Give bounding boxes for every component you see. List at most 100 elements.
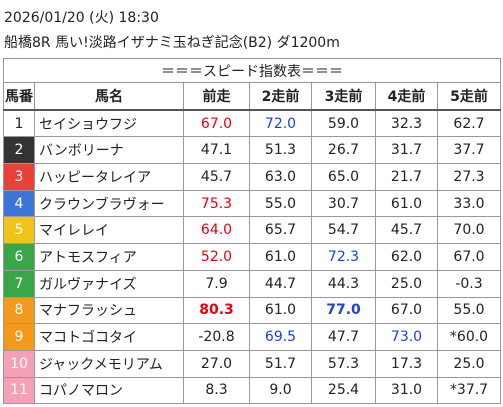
speed-index: 21.7 (375, 163, 438, 191)
speed-index: 52.0 (183, 243, 250, 271)
speed-index: 30.7 (311, 189, 376, 218)
speed-index: 33.0 (436, 189, 502, 218)
speed-index: 27.0 (183, 349, 250, 378)
speed-index: 51.7 (249, 349, 312, 378)
speed-index: 45.7 (183, 163, 250, 191)
speed-index: 72.0 (249, 109, 312, 138)
speed-index: 80.3 (183, 296, 250, 325)
column-header: 4走前 (375, 81, 438, 111)
speed-index: 8.3 (183, 376, 250, 405)
horse-name: ハッピータレイア (34, 163, 184, 191)
speed-index: 25.0 (436, 349, 502, 378)
speed-index: 67.0 (183, 109, 250, 138)
speed-index: 9.0 (249, 376, 312, 405)
horse-row: 8 マナフラッシュ 80.3 61.0 77.0 67.0 55.0 (3, 296, 502, 325)
speed-index: 55.0 (436, 296, 502, 325)
speed-index: 70.0 (436, 216, 502, 245)
horse-name: コパノマロン (34, 376, 184, 405)
horse-number: 3 (3, 163, 35, 191)
speed-index: 69.5 (249, 323, 312, 351)
speed-index: 61.0 (249, 243, 312, 271)
speed-index: 63.0 (249, 163, 312, 191)
title-row: ＝＝＝スピード指数表＝＝＝ (2, 58, 502, 83)
table-title: ＝＝＝スピード指数表＝＝＝ (2, 58, 502, 83)
speed-index: 54.7 (311, 216, 376, 245)
horse-row: 3 ハッピータレイア 45.7 63.0 65.0 21.7 27.3 (3, 163, 502, 191)
column-header: 2走前 (249, 81, 312, 111)
horse-name: マイレレイ (34, 216, 184, 245)
horse-row: 5 マイレレイ 64.0 65.7 54.7 45.7 70.0 (3, 216, 502, 245)
horse-name: バンボリーナ (34, 136, 184, 165)
horse-name: ガルヴァナイズ (34, 269, 184, 298)
speed-index: 57.3 (311, 349, 376, 378)
horse-row: 9 マコトゴコタイ -20.8 69.5 47.7 73.0 *60.0 (3, 323, 502, 351)
horse-number: 11 (3, 376, 35, 405)
speed-index: 31.0 (375, 376, 438, 405)
horse-row: 4 クラウンブラヴォー 75.3 55.0 30.7 61.0 33.0 (3, 189, 502, 218)
horse-row: 1 セイショウフジ 67.0 72.0 59.0 32.3 62.7 (3, 109, 502, 138)
speed-index: 25.4 (311, 376, 376, 405)
column-header: 3走前 (311, 81, 376, 111)
horse-row: 2 バンボリーナ 47.1 51.3 26.7 31.7 37.7 (3, 136, 502, 165)
horse-number: 9 (3, 323, 35, 351)
speed-index: 27.3 (436, 163, 502, 191)
speed-index: 51.3 (249, 136, 312, 165)
header-row: 馬番 馬名 前走 2走前 3走前 4走前 5走前 (3, 81, 502, 111)
speed-index: 45.7 (375, 216, 438, 245)
horse-name: アトモスフィア (34, 243, 184, 271)
speed-index: 61.0 (375, 189, 438, 218)
speed-index: 65.0 (311, 163, 376, 191)
horse-name: マナフラッシュ (34, 296, 184, 325)
horse-row: 6 アトモスフィア 52.0 61.0 72.3 62.0 67.0 (3, 243, 502, 271)
horse-number: 4 (3, 189, 35, 218)
horse-number: 6 (3, 243, 35, 271)
speed-index: 47.1 (183, 136, 250, 165)
speed-index: 62.0 (375, 243, 438, 271)
column-header: 馬名 (34, 81, 184, 111)
speed-index: 73.0 (375, 323, 438, 351)
speed-index: *60.0 (436, 323, 502, 351)
speed-index: 75.3 (183, 189, 250, 218)
speed-index: 44.3 (311, 269, 376, 298)
horse-number: 5 (3, 216, 35, 245)
horse-row: 11 コパノマロン 8.3 9.0 25.4 31.0 *37.7 (3, 376, 502, 405)
speed-index: 77.0 (311, 296, 376, 325)
speed-index: 17.3 (375, 349, 438, 378)
speed-index: 26.7 (311, 136, 376, 165)
horse-name: ジャックメモリアム (34, 349, 184, 378)
speed-index: 44.7 (249, 269, 312, 298)
speed-index: 47.7 (311, 323, 376, 351)
column-header: 馬番 (3, 81, 35, 111)
horse-name: セイショウフジ (34, 109, 184, 138)
speed-index: *37.7 (436, 376, 502, 405)
speed-index: 65.7 (249, 216, 312, 245)
horse-row: 10 ジャックメモリアム 27.0 51.7 57.3 17.3 25.0 (3, 349, 502, 378)
speed-index: 64.0 (183, 216, 250, 245)
horse-number: 7 (3, 269, 35, 298)
speed-index: 55.0 (249, 189, 312, 218)
speed-index: -20.8 (183, 323, 250, 351)
column-header: 前走 (183, 81, 250, 111)
speed-index: 31.7 (375, 136, 438, 165)
speed-index: -0.3 (436, 269, 502, 298)
speed-index: 25.0 (375, 269, 438, 298)
speed-index: 32.3 (375, 109, 438, 138)
speed-index: 67.0 (436, 243, 502, 271)
horse-number: 2 (3, 136, 35, 165)
speed-index: 59.0 (311, 109, 376, 138)
speed-index: 37.7 (436, 136, 502, 165)
speed-index: 72.3 (311, 243, 376, 271)
speed-index: 62.7 (436, 109, 502, 138)
horse-row: 7 ガルヴァナイズ 7.9 44.7 44.3 25.0 -0.3 (3, 269, 502, 298)
horse-number: 1 (3, 109, 35, 138)
horse-number: 10 (3, 349, 35, 378)
race-title: 船橋8R 馬い!淡路イザナミ玉ねぎ記念(B2) ダ1200m (4, 35, 340, 51)
horse-name: クラウンブラヴォー (34, 189, 184, 218)
horse-name: マコトゴコタイ (34, 323, 184, 351)
speed-index: 67.0 (375, 296, 438, 325)
datetime: 2026/01/20 (火) 18:30 (4, 10, 159, 26)
column-header: 5走前 (436, 81, 502, 111)
speed-index: 61.0 (249, 296, 312, 325)
horse-number: 8 (3, 296, 35, 325)
